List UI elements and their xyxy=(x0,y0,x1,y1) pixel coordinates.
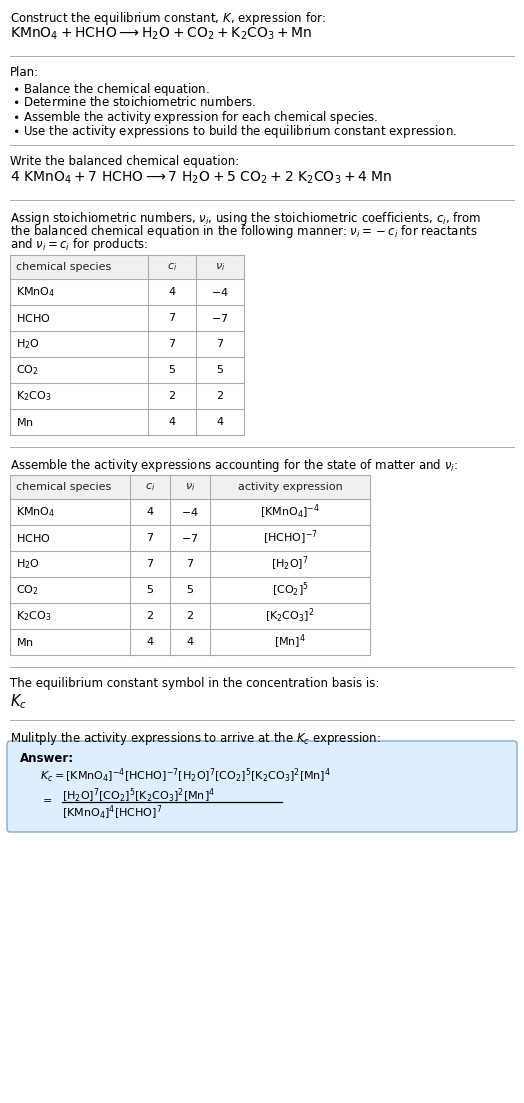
Bar xyxy=(10,255,244,279)
Text: $\mathrm{K_2CO_3}$: $\mathrm{K_2CO_3}$ xyxy=(16,389,51,403)
Text: $-7$: $-7$ xyxy=(211,312,228,324)
Text: Write the balanced chemical equation:: Write the balanced chemical equation: xyxy=(10,156,239,168)
Text: 7: 7 xyxy=(168,339,176,349)
Text: 5: 5 xyxy=(169,365,176,375)
Text: 5: 5 xyxy=(187,585,193,595)
Text: 2: 2 xyxy=(187,611,193,621)
Text: Mulitply the activity expressions to arrive at the $K_c$ expression:: Mulitply the activity expressions to arr… xyxy=(10,730,381,747)
Text: $\mathrm{KMnO_4}$: $\mathrm{KMnO_4}$ xyxy=(16,505,56,518)
Text: chemical species: chemical species xyxy=(16,263,111,272)
Text: $\mathrm{CO_2}$: $\mathrm{CO_2}$ xyxy=(16,583,39,597)
Text: 7: 7 xyxy=(187,559,193,569)
Text: chemical species: chemical species xyxy=(16,482,111,492)
Text: $\bullet$ Balance the chemical equation.: $\bullet$ Balance the chemical equation. xyxy=(12,81,210,98)
Text: $\mathrm{KMnO_4}$: $\mathrm{KMnO_4}$ xyxy=(16,285,56,299)
Text: $\bullet$ Assemble the activity expression for each chemical species.: $\bullet$ Assemble the activity expressi… xyxy=(12,109,378,126)
FancyBboxPatch shape xyxy=(7,741,517,832)
Text: $\bullet$ Use the activity expressions to build the equilibrium constant express: $\bullet$ Use the activity expressions t… xyxy=(12,124,457,140)
Text: 7: 7 xyxy=(168,313,176,323)
Text: $K_c$: $K_c$ xyxy=(10,692,27,710)
Text: $[\mathrm{CO_2}]^{5}$: $[\mathrm{CO_2}]^{5}$ xyxy=(271,581,309,599)
Text: 5: 5 xyxy=(147,585,154,595)
Text: 4: 4 xyxy=(216,417,224,427)
Text: $\mathrm{HCHO}$: $\mathrm{HCHO}$ xyxy=(16,532,51,544)
Text: $[\mathrm{H_2O}]^{7}[\mathrm{CO_2}]^{5}[\mathrm{K_2CO_3}]^{2}[\mathrm{Mn}]^{4}$: $[\mathrm{H_2O}]^{7}[\mathrm{CO_2}]^{5}[… xyxy=(62,788,215,805)
Text: $c_i$: $c_i$ xyxy=(167,261,177,272)
Text: $[\mathrm{HCHO}]^{-7}$: $[\mathrm{HCHO}]^{-7}$ xyxy=(263,528,318,547)
Text: the balanced chemical equation in the following manner: $\nu_i = -c_i$ for react: the balanced chemical equation in the fo… xyxy=(10,223,478,240)
Text: 2: 2 xyxy=(216,390,224,401)
Text: $\mathrm{H_2O}$: $\mathrm{H_2O}$ xyxy=(16,338,40,351)
Bar xyxy=(10,475,370,499)
Text: $-4$: $-4$ xyxy=(211,286,229,298)
Text: Plan:: Plan: xyxy=(10,66,39,79)
Text: 4: 4 xyxy=(187,638,193,647)
Text: $\mathrm{K_2CO_3}$: $\mathrm{K_2CO_3}$ xyxy=(16,609,51,623)
Text: 2: 2 xyxy=(168,390,176,401)
Text: $\bullet$ Determine the stoichiometric numbers.: $\bullet$ Determine the stoichiometric n… xyxy=(12,95,256,109)
Text: $\mathrm{H_2O}$: $\mathrm{H_2O}$ xyxy=(16,557,40,571)
Text: $[\mathrm{KMnO_4}]^{-4}$: $[\mathrm{KMnO_4}]^{-4}$ xyxy=(260,503,320,522)
Text: $\mathrm{CO_2}$: $\mathrm{CO_2}$ xyxy=(16,363,39,377)
Text: 4: 4 xyxy=(168,287,176,297)
Text: $\nu_i$: $\nu_i$ xyxy=(185,481,195,493)
Bar xyxy=(10,475,370,655)
Text: The equilibrium constant symbol in the concentration basis is:: The equilibrium constant symbol in the c… xyxy=(10,677,379,690)
Text: 7: 7 xyxy=(146,559,154,569)
Bar xyxy=(10,255,244,435)
Text: 2: 2 xyxy=(146,611,154,621)
Text: $c_i$: $c_i$ xyxy=(145,481,155,493)
Text: 4: 4 xyxy=(146,638,154,647)
Text: $[\mathrm{Mn}]^{4}$: $[\mathrm{Mn}]^{4}$ xyxy=(274,633,306,651)
Text: $\mathrm{Mn}$: $\mathrm{Mn}$ xyxy=(16,636,34,647)
Text: Construct the equilibrium constant, $K$, expression for:: Construct the equilibrium constant, $K$,… xyxy=(10,10,326,26)
Text: $[\mathrm{H_2O}]^{7}$: $[\mathrm{H_2O}]^{7}$ xyxy=(271,555,309,574)
Text: Assign stoichiometric numbers, $\nu_i$, using the stoichiometric coefficients, $: Assign stoichiometric numbers, $\nu_i$, … xyxy=(10,210,481,227)
Text: 5: 5 xyxy=(216,365,224,375)
Text: $-4$: $-4$ xyxy=(181,506,199,518)
Text: $\nu_i$: $\nu_i$ xyxy=(215,261,225,272)
Text: Answer:: Answer: xyxy=(20,752,74,765)
Text: $=$: $=$ xyxy=(40,794,52,804)
Text: 7: 7 xyxy=(216,339,224,349)
Text: $[\mathrm{KMnO_4}]^{4}[\mathrm{HCHO}]^{7}$: $[\mathrm{KMnO_4}]^{4}[\mathrm{HCHO}]^{7… xyxy=(62,804,162,823)
Text: $-7$: $-7$ xyxy=(181,532,199,544)
Text: $K_c = [\mathrm{KMnO_4}]^{-4}[\mathrm{HCHO}]^{-7}[\mathrm{H_2O}]^{7}[\mathrm{CO_: $K_c = [\mathrm{KMnO_4}]^{-4}[\mathrm{HC… xyxy=(40,767,331,785)
Text: and $\nu_i = c_i$ for products:: and $\nu_i = c_i$ for products: xyxy=(10,236,148,253)
Text: activity expression: activity expression xyxy=(237,482,342,492)
Text: $\mathrm{Mn}$: $\mathrm{Mn}$ xyxy=(16,416,34,428)
Text: 4: 4 xyxy=(168,417,176,427)
Text: $\mathrm{4\ KMnO_4 + 7\ HCHO \longrightarrow 7\ H_2O + 5\ CO_2 + 2\ K_2CO_3 + 4\: $\mathrm{4\ KMnO_4 + 7\ HCHO \longrighta… xyxy=(10,170,392,186)
Text: Assemble the activity expressions accounting for the state of matter and $\nu_i$: Assemble the activity expressions accoun… xyxy=(10,457,458,474)
Text: 4: 4 xyxy=(146,507,154,517)
Text: $\mathrm{KMnO_4 + HCHO \longrightarrow H_2O + CO_2 + K_2CO_3 + Mn}$: $\mathrm{KMnO_4 + HCHO \longrightarrow H… xyxy=(10,26,312,42)
Text: $[\mathrm{K_2CO_3}]^{2}$: $[\mathrm{K_2CO_3}]^{2}$ xyxy=(265,607,315,625)
Text: $\mathrm{HCHO}$: $\mathrm{HCHO}$ xyxy=(16,312,51,324)
Text: 7: 7 xyxy=(146,533,154,543)
